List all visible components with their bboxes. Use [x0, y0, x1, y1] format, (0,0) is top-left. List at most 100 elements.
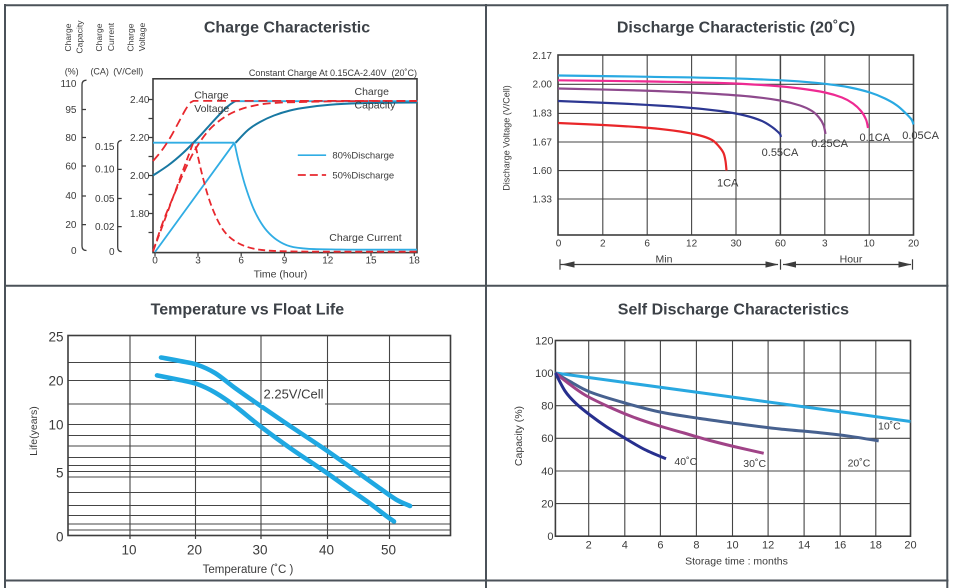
svg-text:1.83: 1.83 [533, 109, 553, 120]
svg-text:3: 3 [195, 255, 201, 266]
svg-text:40: 40 [319, 543, 334, 558]
svg-text:0.05: 0.05 [95, 194, 115, 205]
svg-text:9: 9 [282, 255, 288, 266]
svg-text:Discharge Characteristic (20˚C: Discharge Characteristic (20˚C) [617, 20, 855, 37]
svg-text:100: 100 [535, 368, 553, 380]
svg-text:20: 20 [48, 374, 63, 389]
svg-text:40: 40 [65, 191, 77, 202]
svg-text:25: 25 [48, 330, 63, 345]
svg-text:0.02: 0.02 [95, 222, 115, 233]
svg-text:10: 10 [48, 417, 63, 432]
svg-text:Life(years): Life(years) [28, 406, 40, 456]
svg-text:80%Discharge: 80%Discharge [332, 151, 394, 162]
svg-text:Voltage: Voltage [137, 23, 147, 52]
svg-text:0: 0 [71, 246, 77, 257]
svg-text:Time (hour): Time (hour) [254, 268, 308, 280]
svg-text:Current: Current [106, 22, 116, 51]
svg-text:1CA: 1CA [717, 177, 739, 189]
svg-text:18: 18 [409, 255, 421, 266]
svg-text:10: 10 [726, 540, 738, 552]
svg-text:0: 0 [556, 239, 562, 250]
svg-text:5: 5 [56, 466, 64, 481]
svg-text:2.25V/Cell: 2.25V/Cell [264, 387, 324, 402]
svg-text:(V/Cell): (V/Cell) [113, 67, 143, 77]
svg-text:2.17: 2.17 [533, 51, 553, 62]
svg-text:50: 50 [381, 543, 396, 558]
svg-text:6: 6 [238, 255, 244, 266]
svg-text:30: 30 [730, 239, 742, 250]
svg-text:3: 3 [822, 239, 828, 250]
svg-text:120: 120 [535, 335, 553, 347]
svg-text:2.00: 2.00 [533, 80, 553, 91]
svg-text:4: 4 [622, 540, 628, 552]
svg-text:10˚C: 10˚C [878, 421, 901, 433]
svg-text:60: 60 [65, 161, 77, 172]
svg-text:1.33: 1.33 [533, 194, 553, 205]
svg-text:0.05CA: 0.05CA [902, 130, 939, 142]
svg-text:Charge: Charge [355, 86, 390, 98]
svg-text:16: 16 [834, 540, 846, 552]
svg-text:0: 0 [547, 531, 553, 543]
svg-text:12: 12 [686, 239, 698, 250]
svg-text:30: 30 [252, 543, 267, 558]
svg-text:(%): (%) [65, 67, 79, 77]
svg-text:110: 110 [61, 79, 77, 90]
svg-text:Hour: Hour [840, 254, 863, 266]
svg-text:30˚C: 30˚C [743, 458, 766, 470]
svg-text:0.15: 0.15 [95, 142, 115, 153]
svg-text:80: 80 [541, 401, 553, 413]
svg-text:20: 20 [904, 540, 916, 552]
svg-text:0.25CA: 0.25CA [811, 138, 848, 150]
svg-text:20˚C: 20˚C [848, 458, 871, 470]
svg-text:Charge: Charge [63, 23, 73, 51]
svg-text:Temperature (˚C ): Temperature (˚C ) [203, 564, 294, 576]
svg-text:60: 60 [775, 239, 787, 250]
svg-text:2.20: 2.20 [130, 133, 150, 144]
svg-text:6: 6 [657, 540, 663, 552]
svg-text:15: 15 [365, 255, 377, 266]
svg-text:Charge Characteristic: Charge Characteristic [204, 20, 370, 37]
svg-text:20: 20 [908, 239, 920, 250]
svg-text:2.00: 2.00 [130, 171, 150, 182]
svg-text:2: 2 [586, 540, 592, 552]
svg-text:2.40: 2.40 [130, 95, 150, 106]
svg-text:8: 8 [693, 540, 699, 552]
svg-text:1.80: 1.80 [130, 209, 150, 220]
svg-text:14: 14 [798, 540, 810, 552]
svg-text:0: 0 [109, 247, 115, 258]
svg-text:2: 2 [600, 239, 606, 250]
svg-text:40: 40 [541, 466, 553, 478]
svg-text:Discharge Voltage (V/Cell): Discharge Voltage (V/Cell) [502, 85, 512, 191]
svg-text:Charge: Charge [126, 23, 136, 51]
svg-text:1.60: 1.60 [533, 166, 553, 177]
svg-text:Temperature vs Float Life: Temperature vs Float Life [151, 302, 345, 319]
svg-text:0.1CA: 0.1CA [860, 132, 891, 144]
svg-text:Voltage: Voltage [194, 103, 229, 115]
svg-text:0.55CA: 0.55CA [762, 147, 799, 159]
svg-text:18: 18 [870, 540, 882, 552]
svg-text:Min: Min [656, 254, 673, 266]
svg-text:95: 95 [65, 105, 77, 116]
svg-text:Capacity (%): Capacity (%) [513, 406, 525, 466]
svg-text:0.10: 0.10 [95, 165, 115, 176]
svg-text:80: 80 [65, 133, 77, 144]
svg-text:20: 20 [541, 498, 553, 510]
svg-text:Storage time : months: Storage time : months [685, 556, 788, 568]
svg-text:(CA): (CA) [90, 67, 109, 77]
svg-text:1.67: 1.67 [533, 137, 553, 148]
svg-text:20: 20 [187, 543, 202, 558]
svg-text:0: 0 [56, 530, 64, 545]
svg-text:12: 12 [762, 540, 774, 552]
svg-text:Capacity: Capacity [75, 20, 85, 54]
svg-text:20: 20 [65, 220, 77, 231]
svg-text:40˚C: 40˚C [674, 456, 697, 468]
svg-text:50%Discharge: 50%Discharge [332, 170, 394, 181]
svg-text:Charge: Charge [194, 90, 229, 102]
svg-text:Constant Charge At 0.15CA-2.40: Constant Charge At 0.15CA-2.40V (20˚C) [249, 68, 417, 78]
svg-text:Charge Current: Charge Current [329, 232, 401, 244]
svg-text:Self Discharge Characteristics: Self Discharge Characteristics [618, 302, 849, 319]
svg-text:0: 0 [152, 255, 158, 266]
svg-text:60: 60 [541, 433, 553, 445]
svg-text:6: 6 [644, 239, 650, 250]
svg-text:Capacity: Capacity [355, 99, 397, 111]
